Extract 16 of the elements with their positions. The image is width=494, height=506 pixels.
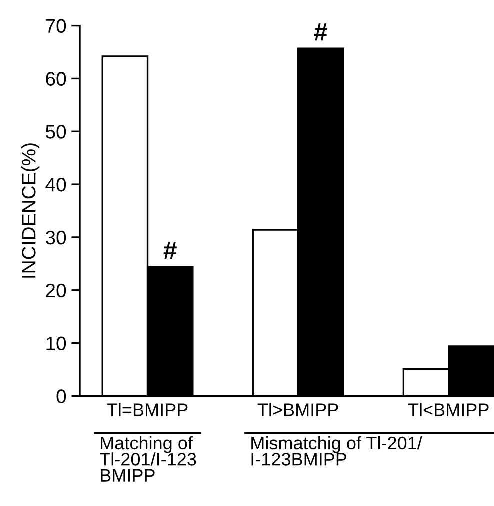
y-tick-label: 30 [46, 230, 66, 245]
annotation: # [164, 242, 177, 260]
text: Mismatchig of Tl-201/ I-123BMIPP [252, 436, 422, 466]
x-tick-label: Tl>BMIPP [258, 403, 338, 416]
y-tick-label: 10 [46, 336, 66, 351]
y-tick-label: 0 [56, 390, 66, 404]
y-tick-label: 50 [46, 125, 66, 139]
annotation: # [314, 24, 328, 41]
y-tick-label: 60 [46, 72, 66, 86]
x-tick-label: Tl<BMIPP [408, 403, 489, 416]
x-tick-label: Tl=BMIPP [107, 403, 188, 416]
y-axis-title: INCIDENCE(%) [22, 144, 40, 278]
text: Matching of Tl-201/I-123 BMIPP [100, 436, 196, 482]
y-tick-label: 70 [46, 19, 66, 34]
y-tick-label: 20 [46, 284, 66, 298]
y-tick-label: 40 [46, 178, 66, 192]
